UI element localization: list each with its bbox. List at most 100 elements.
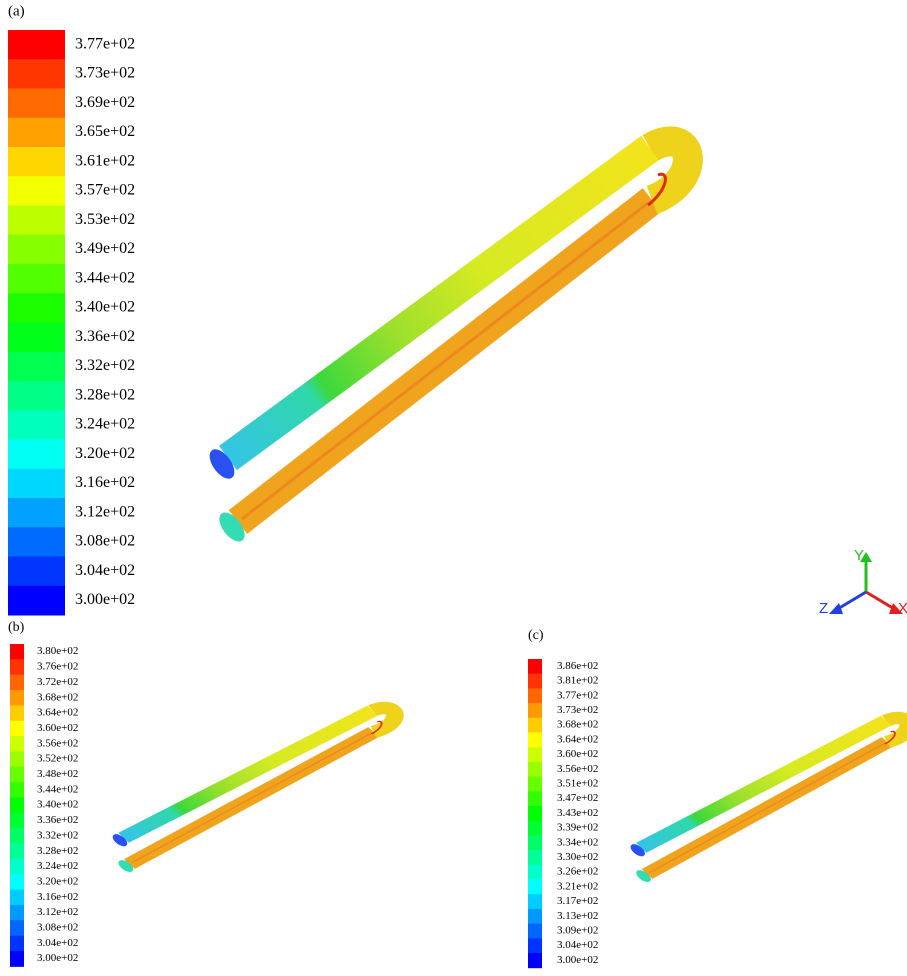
- panel-label: (a): [8, 3, 25, 19]
- color-swatch: [10, 828, 24, 844]
- color-swatch: [10, 859, 24, 875]
- color-swatch: [8, 352, 65, 382]
- colorbar-label: 3.40e+02: [37, 799, 78, 811]
- colorbar-label: 3.04e+02: [37, 937, 78, 949]
- color-swatch: [10, 844, 24, 860]
- colorbar-label: 3.77e+02: [75, 35, 135, 52]
- color-swatch: [528, 924, 542, 939]
- color-swatch: [10, 751, 24, 767]
- color-swatch: [8, 440, 65, 470]
- colorbar-label: 3.24e+02: [37, 860, 78, 872]
- color-swatch: [10, 798, 24, 814]
- color-swatch: [528, 821, 542, 836]
- colorbar-label: 3.21e+02: [557, 880, 598, 892]
- colorbar-label: 3.00e+02: [557, 954, 598, 966]
- colorbar-label: 3.32e+02: [37, 829, 78, 841]
- colorbar-label: 3.26e+02: [557, 866, 598, 878]
- colorbar-label: 3.68e+02: [37, 691, 78, 703]
- colorbar-label: 3.44e+02: [75, 269, 135, 286]
- colorbar-label: 3.30e+02: [557, 851, 598, 863]
- colorbar-label: 3.52e+02: [37, 753, 78, 765]
- color-swatch: [528, 865, 542, 880]
- color-swatch: [528, 747, 542, 762]
- color-swatch: [8, 557, 65, 587]
- pipe-render: [110, 708, 395, 874]
- colorbar-label: 3.86e+02: [557, 660, 598, 672]
- colorbar-label: 3.56e+02: [37, 737, 78, 749]
- color-swatch: [10, 644, 24, 660]
- color-swatch: [528, 733, 542, 748]
- color-swatch: [8, 176, 65, 206]
- axis-label: Z: [819, 600, 828, 617]
- axis-label: Y: [854, 547, 864, 564]
- color-swatch: [8, 469, 65, 499]
- colorbar-label: 3.04e+02: [557, 939, 598, 951]
- color-swatch: [528, 718, 542, 733]
- color-swatch: [10, 874, 24, 890]
- colorbar-label: 3.72e+02: [37, 676, 78, 688]
- color-swatch: [528, 703, 542, 718]
- colorbar-label: 3.69e+02: [75, 94, 135, 111]
- colorbar-label: 3.64e+02: [557, 733, 598, 745]
- color-swatch: [8, 59, 65, 89]
- color-swatch: [528, 938, 542, 953]
- color-swatch: [528, 659, 542, 674]
- colorbar-label: 3.80e+02: [37, 645, 78, 657]
- colorbar-label: 3.68e+02: [557, 719, 598, 731]
- colorbar-label: 3.34e+02: [557, 836, 598, 848]
- color-swatch: [10, 767, 24, 783]
- colorbar-label: 3.36e+02: [75, 328, 135, 345]
- color-swatch: [528, 850, 542, 865]
- color-swatch: [8, 323, 65, 353]
- color-swatch: [528, 880, 542, 895]
- color-swatch: [10, 905, 24, 921]
- colorbar-label: 3.20e+02: [75, 445, 135, 462]
- colorbar-label: 3.12e+02: [37, 906, 78, 918]
- colorbar-label: 3.08e+02: [75, 533, 135, 550]
- colorbar-label: 3.43e+02: [557, 807, 598, 819]
- color-swatch: [528, 777, 542, 792]
- colorbar-label: 3.13e+02: [557, 910, 598, 922]
- panel-label: (b): [8, 620, 25, 635]
- color-swatch: [10, 936, 24, 952]
- figure: Y Z X (a)3.77e+023.73e+023.69e+023.65e+0…: [0, 0, 907, 976]
- colorbar-label: 3.08e+02: [37, 922, 78, 934]
- color-swatch: [8, 527, 65, 557]
- colorbar-label: 3.77e+02: [557, 689, 598, 701]
- color-swatch: [8, 147, 65, 177]
- colorbar-label: 3.28e+02: [75, 386, 135, 403]
- color-swatch: [10, 920, 24, 936]
- colorbar-label: 3.09e+02: [557, 924, 598, 936]
- color-swatch: [8, 118, 65, 148]
- color-swatch: [10, 890, 24, 906]
- color-swatch: [10, 813, 24, 829]
- colorbar-label: 3.36e+02: [37, 814, 78, 826]
- axis-label: X: [898, 600, 907, 617]
- colorbar-label: 3.76e+02: [37, 661, 78, 673]
- color-swatch: [528, 953, 542, 968]
- colorbar-label: 3.49e+02: [75, 240, 135, 257]
- color-swatch: [528, 688, 542, 703]
- color-swatch: [8, 206, 65, 236]
- pipe-render: [205, 141, 688, 546]
- colorbar-label: 3.44e+02: [37, 783, 78, 795]
- colorbar-label: 3.40e+02: [75, 299, 135, 316]
- color-swatch: [8, 264, 65, 294]
- color-swatch: [10, 659, 24, 675]
- color-swatch: [10, 951, 24, 967]
- color-swatch: [8, 410, 65, 440]
- color-swatch: [8, 89, 65, 119]
- colorbar-label: 3.61e+02: [75, 152, 135, 169]
- colorbar-label: 3.00e+02: [75, 591, 135, 608]
- colorbar-label: 3.47e+02: [557, 792, 598, 804]
- colorbar-label: 3.20e+02: [37, 875, 78, 887]
- colorbar-label: 3.39e+02: [557, 822, 598, 834]
- color-swatch: [8, 293, 65, 323]
- colorbar-label: 3.12e+02: [75, 503, 135, 520]
- colorbar-label: 3.73e+02: [557, 704, 598, 716]
- pipe-render: [628, 718, 907, 884]
- colorbar-label: 3.24e+02: [75, 416, 135, 433]
- color-swatch: [10, 705, 24, 721]
- colorbar-label: 3.64e+02: [37, 707, 78, 719]
- colorbar-label: 3.04e+02: [75, 562, 135, 579]
